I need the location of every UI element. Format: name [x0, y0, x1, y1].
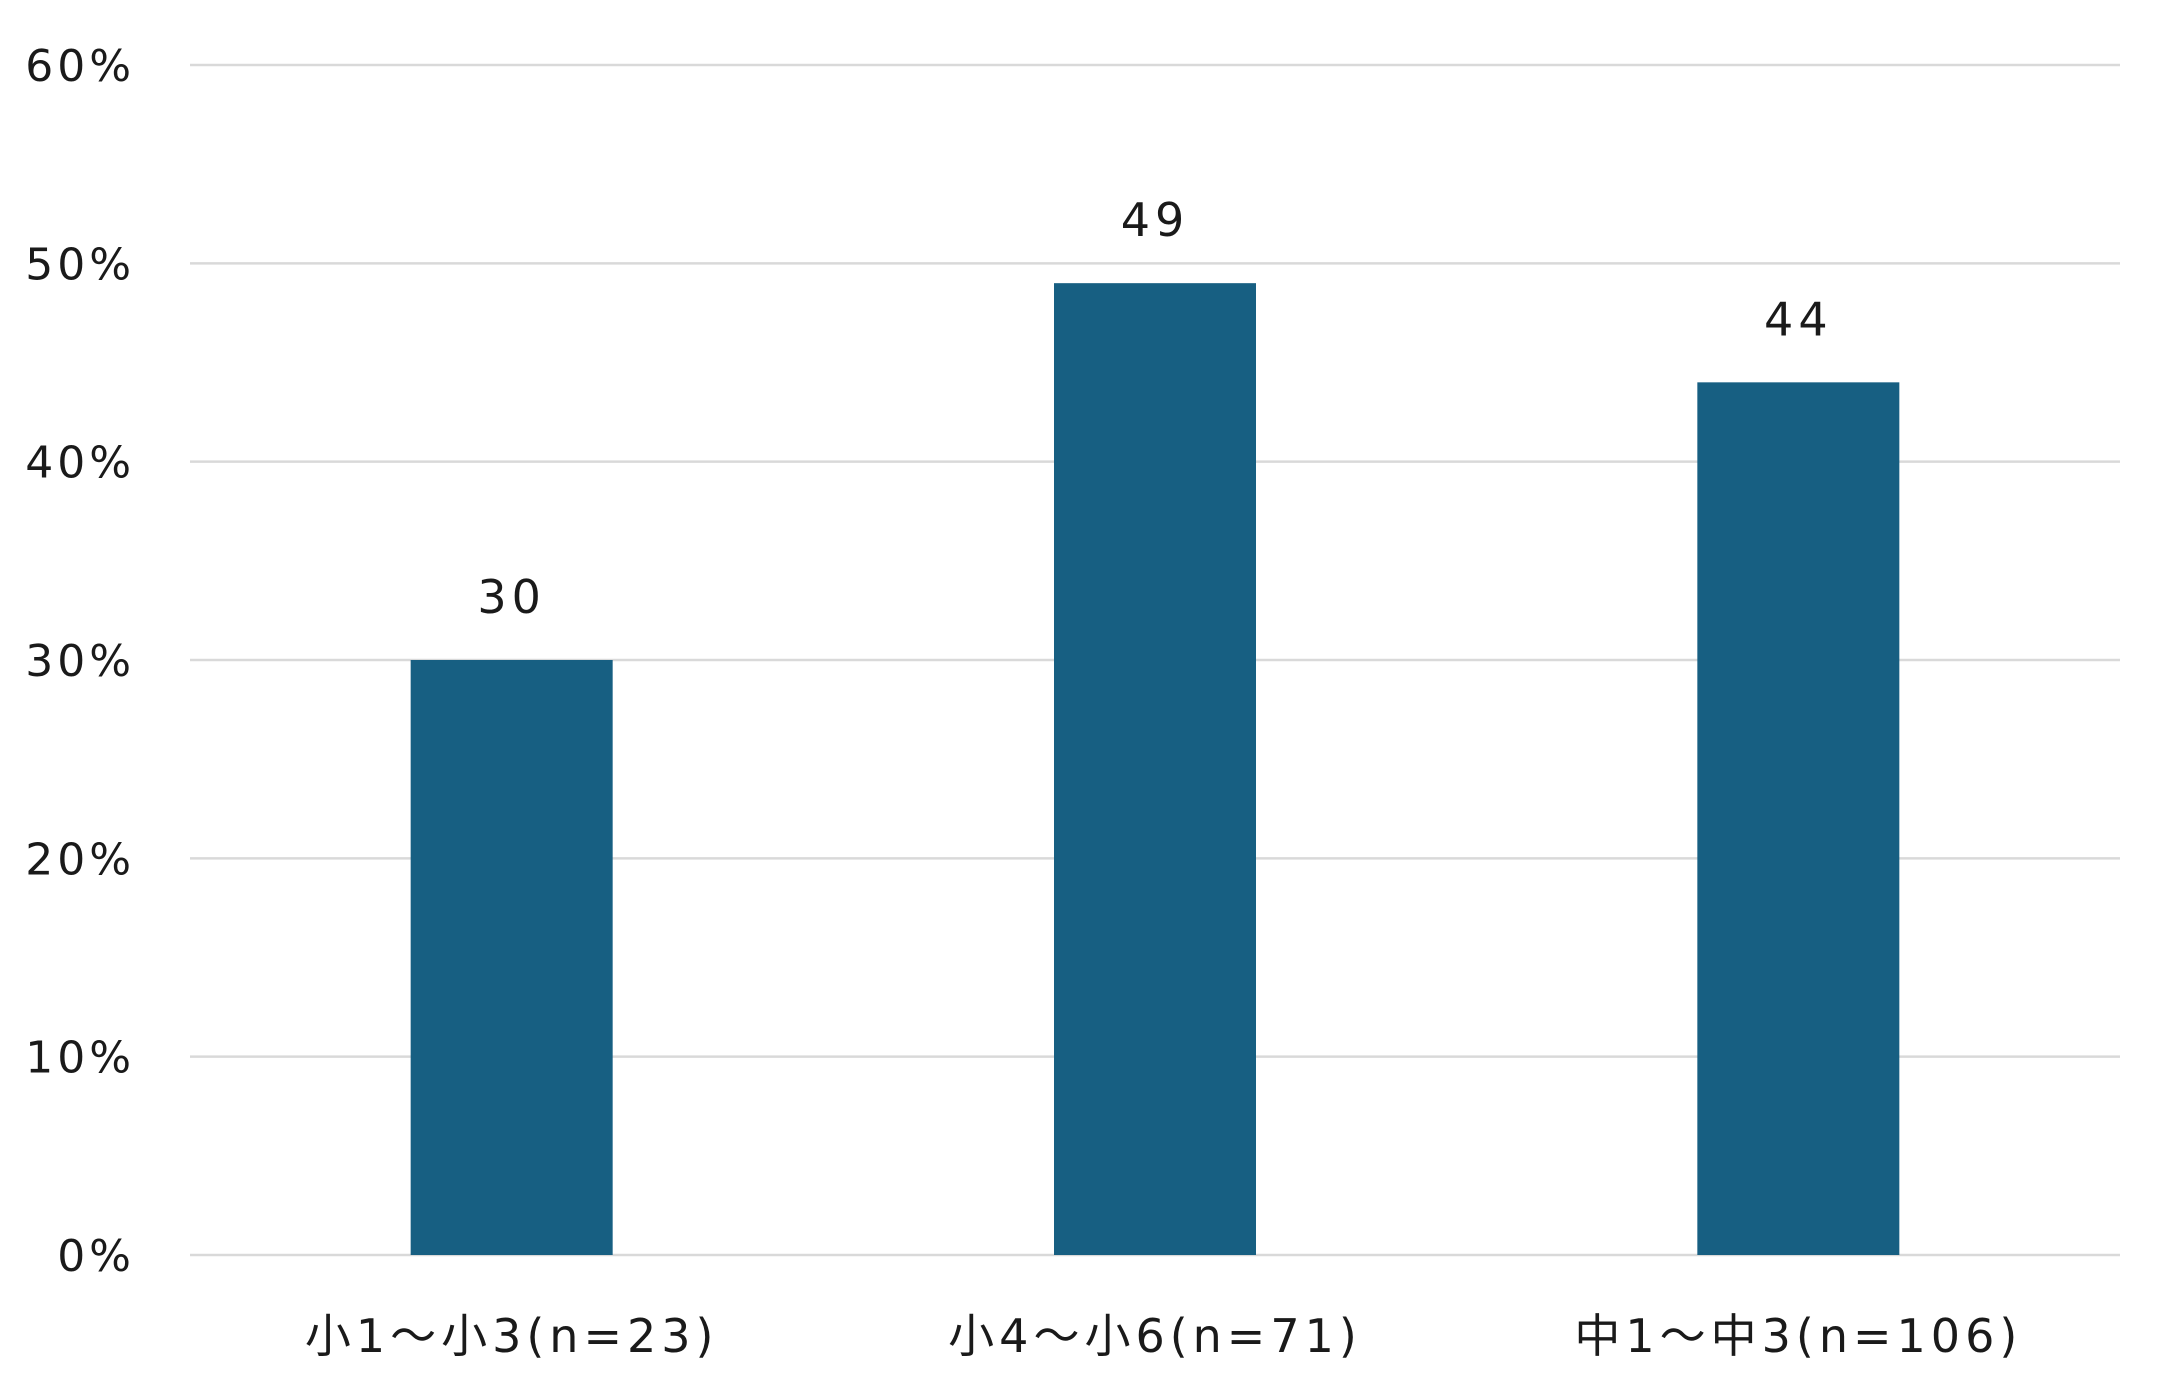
bar [1054, 283, 1256, 1256]
y-tick-label: 10% [25, 1033, 135, 1084]
data-label: 49 [1121, 193, 1190, 247]
x-category-label: 小1〜小3(n=23) [305, 1309, 719, 1363]
x-category-label: 小4〜小6(n=71) [948, 1309, 1362, 1363]
y-tick-label: 60% [25, 41, 135, 92]
y-tick-label: 30% [25, 636, 135, 687]
x-axis-category-labels: 小1〜小3(n=23) 小4〜小6(n=71) 中1〜中3(n=106) [305, 1309, 2022, 1363]
bars [410, 283, 1900, 1256]
y-tick-label: 50% [25, 239, 135, 290]
data-label: 44 [1764, 292, 1833, 346]
data-labels: 30 49 44 [477, 193, 1833, 624]
y-tick-label: 0% [57, 1231, 135, 1282]
y-axis-tick-labels: 0% 10% 20% 30% 40% 50% 60% [25, 41, 135, 1282]
y-tick-label: 20% [25, 834, 135, 885]
y-tick-label: 40% [25, 438, 135, 489]
bar [410, 660, 613, 1255]
data-label: 30 [477, 570, 546, 624]
bar [1697, 382, 1900, 1255]
x-category-label: 中1〜中3(n=106) [1574, 1309, 2022, 1363]
